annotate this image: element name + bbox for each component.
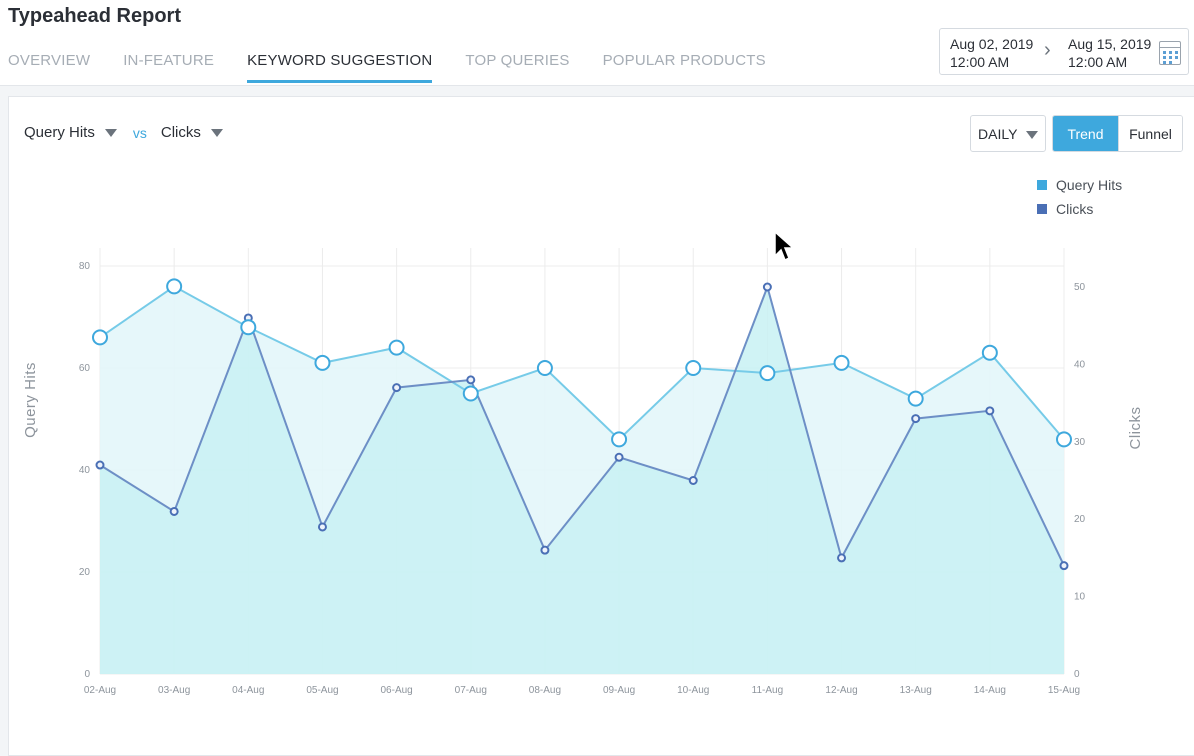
- x-tick-label: 12-Aug: [825, 685, 857, 696]
- tab-popular-products[interactable]: POPULAR PRODUCTS: [602, 52, 766, 69]
- legend-label: Query Hits: [1056, 177, 1123, 193]
- clicks-point: [169, 506, 179, 516]
- x-tick-label: 14-Aug: [974, 685, 1006, 696]
- metric-b-dropdown[interactable]: Clicks: [161, 124, 223, 141]
- query-hits-point: [388, 339, 405, 356]
- query-hits-point: [1056, 431, 1072, 448]
- x-tick-label: 11-Aug: [752, 685, 784, 696]
- x-tick-label: 15-Aug: [1048, 685, 1080, 696]
- tab-in-feature[interactable]: IN-FEATURE: [123, 52, 215, 69]
- y2-tick-label: 10: [1074, 592, 1086, 603]
- y2-tick-label: 20: [1074, 514, 1086, 525]
- query-hits-point: [611, 431, 628, 448]
- clicks-point: [688, 476, 698, 485]
- y-tick-label: 40: [79, 465, 91, 476]
- view-toggle: Trend Funnel: [1052, 115, 1183, 152]
- x-tick-label: 07-Aug: [455, 685, 487, 696]
- clicks-area: [100, 287, 1064, 674]
- chart-legend: Query Hits Clicks: [1037, 173, 1122, 221]
- y2-axis-title: Clicks: [1127, 407, 1144, 450]
- legend-item-clicks[interactable]: Clicks: [1037, 197, 1122, 221]
- query-hits-point: [166, 278, 183, 295]
- clicks-point: [762, 282, 772, 292]
- x-tick-label: 06-Aug: [380, 685, 412, 696]
- metric-b-label: Clicks: [160, 124, 201, 141]
- tab-keyword-suggestion[interactable]: KEYWORD SUGGESTION: [247, 52, 433, 83]
- x-tick-label: 04-Aug: [232, 685, 264, 696]
- metric-a-label: Query Hits: [24, 124, 95, 141]
- y-tick-label: 0: [84, 669, 90, 680]
- end-date: Aug 15, 2019 12:00 AM: [1068, 35, 1151, 71]
- x-tick-label: 03-Aug: [158, 685, 190, 696]
- query-hits-point: [240, 319, 257, 336]
- clicks-point: [392, 383, 402, 393]
- end-date-time: 12:00 AM: [1068, 54, 1128, 70]
- clicks-point: [985, 406, 995, 416]
- legend-swatch: [1037, 180, 1047, 190]
- y2-tick-label: 30: [1074, 437, 1086, 448]
- period-label: DAILY: [978, 126, 1018, 142]
- y-tick-label: 80: [79, 261, 91, 272]
- clicks-point: [317, 522, 327, 532]
- caret-down-icon: [1026, 131, 1038, 139]
- query-hits-point: [759, 365, 776, 382]
- clicks-point: [837, 553, 847, 563]
- y2-tick-label: 50: [1074, 282, 1086, 293]
- legend-swatch: [1037, 204, 1047, 214]
- funnel-button[interactable]: Funnel: [1117, 116, 1182, 151]
- report-header: Typeahead Report OVERVIEW IN-FEATURE KEY…: [0, 0, 1194, 86]
- clicks-point: [1059, 561, 1069, 571]
- y2-tick-label: 40: [1074, 359, 1086, 370]
- start-date-day: Aug 02, 2019: [950, 36, 1034, 52]
- clicks-point: [95, 460, 105, 470]
- clicks-point: [466, 375, 476, 385]
- metric-a-dropdown[interactable]: Query Hits: [24, 124, 117, 141]
- metric-selector: Query Hits vs Clicks: [24, 124, 223, 141]
- caret-down-icon: [104, 128, 117, 137]
- x-tick-label: 09-Aug: [603, 685, 635, 696]
- calendar-icon[interactable]: [1159, 41, 1181, 65]
- x-tick-label: 05-Aug: [306, 685, 338, 696]
- y-tick-label: 20: [79, 567, 91, 578]
- query-hits-point: [685, 360, 702, 376]
- query-hits-point: [536, 360, 553, 376]
- query-hits-point: [981, 344, 998, 361]
- x-tick-label: 02-Aug: [84, 685, 116, 696]
- query-hits-point: [314, 354, 331, 371]
- clicks-point: [540, 545, 550, 555]
- clicks-point: [911, 414, 921, 424]
- y-axis-title: Query Hits: [22, 362, 39, 438]
- query-hits-point: [833, 354, 850, 371]
- query-hits-point: [92, 329, 108, 346]
- period-dropdown[interactable]: DAILY: [970, 115, 1046, 152]
- vs-label: vs: [132, 124, 147, 141]
- x-tick-label: 08-Aug: [529, 685, 561, 696]
- end-date-day: Aug 15, 2019: [1068, 36, 1152, 52]
- tab-top-queries[interactable]: TOP QUERIES: [465, 52, 570, 69]
- start-date: Aug 02, 2019 12:00 AM: [950, 35, 1033, 71]
- page-title: Typeahead Report: [8, 5, 181, 27]
- chevron-right-icon: ›: [1044, 39, 1051, 61]
- start-date-time: 12:00 AM: [950, 54, 1010, 70]
- tab-overview[interactable]: OVERVIEW: [8, 52, 91, 69]
- legend-item-query-hits[interactable]: Query Hits: [1037, 173, 1122, 197]
- report-tabs: OVERVIEW IN-FEATURE KEYWORD SUGGESTION T…: [8, 52, 799, 83]
- query-hits-point: [462, 385, 479, 402]
- x-tick-label: 10-Aug: [677, 685, 709, 696]
- trend-button[interactable]: Trend: [1053, 116, 1118, 151]
- query-hits-line: [99, 285, 1065, 441]
- x-tick-label: 13-Aug: [900, 685, 932, 696]
- clicks-line: [99, 283, 1065, 567]
- date-range-picker[interactable]: Aug 02, 2019 12:00 AM › Aug 15, 2019 12:…: [939, 28, 1189, 75]
- mouse-cursor-icon: [774, 230, 795, 262]
- query-hits-point: [907, 390, 924, 407]
- y2-tick-label: 0: [1074, 669, 1080, 680]
- clicks-point: [614, 452, 624, 462]
- y-tick-label: 60: [79, 363, 91, 374]
- caret-down-icon: [210, 128, 223, 137]
- legend-label: Clicks: [1056, 201, 1094, 217]
